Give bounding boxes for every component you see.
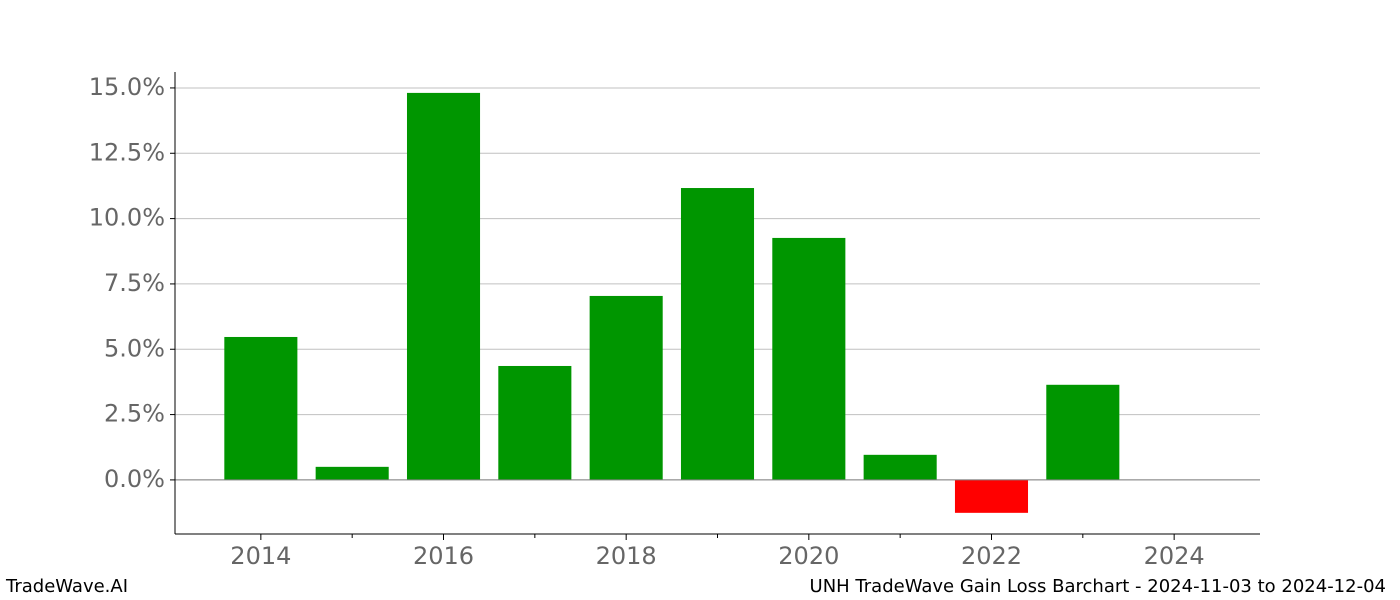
y-tick-label: 2.5% xyxy=(104,400,165,428)
y-tick-label: 15.0% xyxy=(89,73,165,101)
bar xyxy=(589,295,663,480)
watermark: TradeWave.AI xyxy=(5,576,128,597)
y-tick-label: 10.0% xyxy=(89,204,165,232)
bar xyxy=(954,479,1029,513)
y-tick-label: 0.0% xyxy=(104,465,165,493)
bar xyxy=(1046,384,1120,480)
bar xyxy=(498,365,572,480)
y-tick-label: 5.0% xyxy=(104,334,165,362)
x-tick-label: 2014 xyxy=(230,542,291,570)
x-tick-label: 2018 xyxy=(596,542,657,570)
x-tick-label: 2022 xyxy=(961,542,1022,570)
bar xyxy=(772,237,846,480)
bar xyxy=(406,92,481,480)
x-tick-label: 2016 xyxy=(413,542,474,570)
x-tick-label: 2024 xyxy=(1144,542,1205,570)
bar xyxy=(315,466,389,480)
y-tick-label: 12.5% xyxy=(89,138,165,166)
x-tick-label: 2020 xyxy=(778,542,839,570)
y-tick-label: 7.5% xyxy=(104,269,165,297)
caption: UNH TradeWave Gain Loss Barchart - 2024-… xyxy=(810,576,1386,597)
bar xyxy=(863,454,937,480)
bar xyxy=(680,188,755,480)
bar xyxy=(224,336,298,480)
